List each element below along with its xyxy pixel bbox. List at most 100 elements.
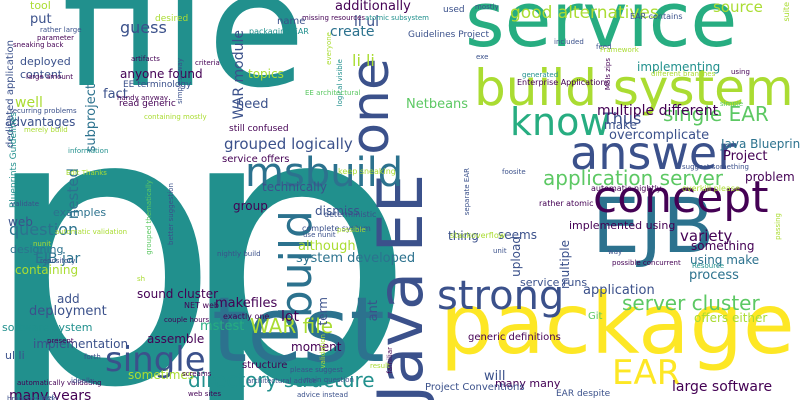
word-exe: exe — [476, 53, 489, 61]
word-variety: variety — [680, 227, 733, 245]
word-makefiles: makefiles — [215, 296, 278, 311]
word-edit-thanks: Edit Thanks — [66, 169, 107, 177]
word-overkill-please: overkill please — [682, 184, 740, 193]
word-web: web — [8, 215, 33, 229]
word-project-conventions: Project Conventions — [425, 382, 525, 393]
word-nightly-build: nightly build — [217, 250, 261, 258]
word-screams: screams — [182, 370, 212, 378]
word-thus: Thus — [603, 109, 642, 128]
word-msbuild: msbuild — [245, 150, 404, 196]
word-ul-li: ul li — [5, 349, 25, 362]
word-tool: tool — [30, 0, 51, 12]
word-href: href — [40, 394, 54, 400]
word-group: group — [233, 199, 268, 213]
word-sound-cluster: sound cluster — [137, 287, 219, 301]
word-git: Git — [588, 311, 603, 322]
word-blueprints-guidelines: Blueprints Guidelines — [9, 112, 19, 208]
word-unit: unit — [493, 247, 507, 255]
word-sneaking-back: sneaking back — [13, 41, 64, 49]
word-add: add — [57, 292, 80, 306]
word-software-system: software system — [2, 321, 93, 334]
word-make: make — [604, 118, 637, 132]
word-grouped-thematically: grouped thematically — [145, 180, 153, 255]
word-read-generic: read generic — [119, 99, 176, 109]
word-present: present — [47, 337, 74, 345]
word-main-question: main question — [304, 376, 354, 384]
word-guess: guess — [120, 18, 167, 37]
word-ear-despite: EAR despite — [556, 389, 611, 399]
word-need: need — [236, 97, 269, 112]
word-criteria: criteria — [195, 59, 220, 67]
word-feed: feed — [596, 43, 612, 51]
word-sometimes: sometimes — [128, 368, 195, 382]
word-lot: lot — [281, 309, 299, 325]
word-seems: seems — [498, 228, 537, 242]
word-used: used — [443, 5, 465, 15]
word-msis-zips: MSIs zips — [604, 58, 612, 91]
word-possible: possible — [337, 226, 366, 234]
word-passing: passing — [774, 213, 782, 240]
word-simplest-way: simplest way — [176, 58, 184, 104]
word-automatic-validation: automatic validation — [55, 228, 128, 236]
word-validation: validation — [319, 334, 327, 369]
word-keep-sneaking: keep sneaking — [338, 167, 396, 176]
word-anyone-found: anyone found — [120, 67, 203, 81]
word-still-confused: still confused — [229, 124, 289, 134]
word-better-suggestion: better suggestion — [167, 183, 175, 245]
word-answer: answer — [570, 126, 737, 180]
word-process: process — [689, 268, 739, 283]
word-parameter: parameter — [37, 34, 74, 42]
word-sh: sh — [137, 275, 146, 283]
word-many-many: many many — [495, 377, 561, 390]
word-ee-architectural: EE architectural — [305, 89, 361, 97]
word-suggest-something: suggest something — [682, 163, 749, 171]
word-foosite: foosite — [502, 168, 526, 176]
word-dismiss: dismiss — [315, 204, 360, 218]
word-package: package — [440, 275, 795, 373]
word-deterministic: deterministic — [324, 210, 377, 219]
word-concept: concept — [593, 172, 769, 223]
word-question: question — [9, 220, 79, 239]
word-system-developed: system developed — [296, 251, 416, 266]
word-assemble: assemble — [147, 332, 205, 346]
word-web-sites: web sites — [188, 390, 221, 398]
word-server-cluster: server cluster — [622, 291, 760, 315]
word-technically: technically — [262, 180, 327, 194]
word-way: way — [608, 248, 623, 256]
word-ee-terminology: EE terminology — [123, 80, 192, 90]
word-repository: repository — [40, 257, 76, 265]
word-strong: strong — [437, 273, 565, 319]
word-automatic-nightly: automatic nightly — [591, 184, 662, 193]
word-test: test — [212, 278, 385, 383]
word-framework: Framework — [600, 46, 639, 54]
word-java-blueprints: Java Blueprints — [721, 137, 800, 151]
word-single: single — [105, 340, 206, 380]
word-ejb-jar: EJB jar — [35, 251, 81, 267]
word-large-amount: large amount — [26, 73, 73, 81]
word-forth: forth — [84, 353, 101, 361]
word-advantages: advantages — [5, 115, 76, 129]
word-good-alternatives: good alternatives — [510, 3, 659, 23]
word-packaging-ear: packaging EAR — [249, 27, 309, 36]
word-ideally: ideally — [71, 377, 95, 385]
word-result: result — [370, 362, 390, 370]
word-problem: problem — [745, 170, 795, 184]
word-something: something — [691, 239, 755, 253]
word-subproject: subproject — [84, 84, 99, 153]
word-deployed: deployed — [20, 55, 71, 68]
word-li-li: li li — [352, 51, 375, 70]
word-use-nunit: use nunit — [303, 231, 336, 239]
word-moment: moment — [291, 340, 342, 354]
word-ear: EAR — [612, 353, 681, 393]
word-service-offers: service offers — [222, 154, 290, 165]
word-service-runs: service runs — [520, 276, 588, 289]
word-overcomplicate: overcomplicate — [609, 128, 710, 143]
word-enterprise-applications: Enterprise Applications — [517, 78, 610, 87]
word-p: p — [175, 28, 417, 400]
word-nunit: nunit — [33, 240, 51, 248]
word-project: Project — [723, 149, 768, 164]
word-application-server: application server — [543, 166, 723, 190]
word-large-software: large software — [672, 379, 773, 395]
word-ear-contains: EAR contains — [630, 12, 683, 21]
word-structure: structure — [242, 360, 288, 371]
